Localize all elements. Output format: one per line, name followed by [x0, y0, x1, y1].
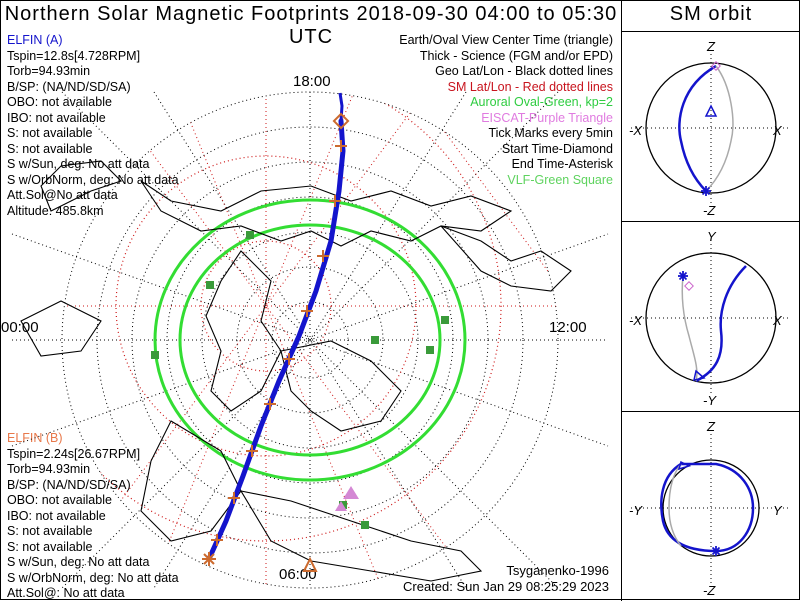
orbit1-left-label: -X [629, 123, 642, 138]
polar-plot-svg[interactable] [11, 91, 609, 589]
orbit1-bottom-label: -Z [703, 203, 715, 218]
orbit2-right-label: X [773, 313, 782, 328]
elfin-a-label: ELFIN (A) [7, 33, 257, 49]
orbit2-bottom-label: -Y [703, 393, 716, 408]
legend-line-1: Thick - Science (FGM and/or EPD) [353, 49, 613, 65]
orbit1-right-label: X [773, 123, 782, 138]
vlf-green-squares [151, 231, 449, 529]
main-polar-map: ELFIN (A) Tspin=12.8s[4.728RPM] Torb=94.… [1, 31, 619, 599]
sm-orbit-panel-1[interactable]: Z -X X -Z [621, 31, 800, 221]
geo-longitude-spokes [12, 92, 608, 588]
end-time-asterisk [202, 552, 216, 566]
legend-line-0: Earth/Oval View Center Time (triangle) [353, 33, 613, 49]
ground-track-thin [340, 93, 342, 121]
orbit2-left-label: -X [629, 313, 642, 328]
legend-line-2: Geo Lat/Lon - Black dotted lines [353, 64, 613, 80]
sm-orbit-panel-3[interactable]: Z -Y Y -Z [621, 411, 800, 601]
orbit3-bottom-label: -Z [703, 583, 715, 598]
elfin-a-line-0: Tspin=12.8s[4.728RPM] [7, 49, 257, 65]
clock-label-top: 18:00 [293, 73, 331, 90]
elfin-a-line-1: Torb=94.93min [7, 64, 257, 80]
polar-plot-svg-wrap[interactable] [11, 91, 609, 589]
sm-orbit-panel-2[interactable]: Y -X X -Y [621, 221, 800, 411]
orbit2-top-label: Y [707, 229, 716, 244]
orbit3-left-label: -Y [629, 503, 642, 518]
orbit3-right-label: Y [773, 503, 782, 518]
orbit3-top-label: Z [707, 419, 715, 434]
sm-orbit-title: SM orbit [621, 3, 800, 26]
orbit1-top-label: Z [707, 39, 715, 54]
coastline-outlines [21, 161, 571, 581]
root-window: Northern Solar Magnetic Footprints 2018-… [0, 0, 800, 600]
